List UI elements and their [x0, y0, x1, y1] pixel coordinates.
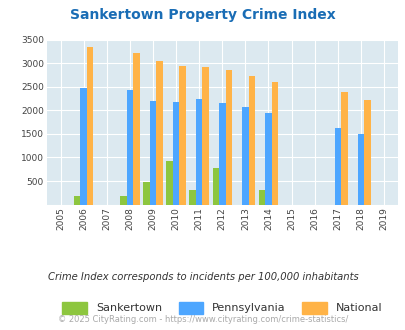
Bar — [143, 182, 149, 205]
Bar — [225, 70, 231, 205]
Bar — [74, 196, 80, 205]
Bar — [264, 113, 271, 205]
Bar — [80, 88, 87, 205]
Text: Sankertown Property Crime Index: Sankertown Property Crime Index — [70, 8, 335, 22]
Text: © 2025 CityRating.com - https://www.cityrating.com/crime-statistics/: © 2025 CityRating.com - https://www.city… — [58, 315, 347, 324]
Bar — [334, 128, 340, 205]
Bar — [179, 66, 185, 205]
Bar — [189, 190, 196, 205]
Bar — [202, 67, 208, 205]
Bar — [166, 161, 173, 205]
Text: Crime Index corresponds to incidents per 100,000 inhabitants: Crime Index corresponds to incidents per… — [47, 272, 358, 282]
Bar — [149, 101, 156, 205]
Bar — [120, 196, 126, 205]
Bar — [133, 53, 139, 205]
Bar — [258, 190, 264, 205]
Bar — [241, 107, 248, 205]
Bar — [219, 103, 225, 205]
Bar — [340, 92, 347, 205]
Bar — [248, 76, 254, 205]
Bar — [363, 100, 370, 205]
Bar — [212, 168, 219, 205]
Bar — [126, 90, 133, 205]
Bar — [156, 61, 162, 205]
Bar — [271, 82, 277, 205]
Bar — [87, 47, 93, 205]
Legend: Sankertown, Pennsylvania, National: Sankertown, Pennsylvania, National — [57, 296, 387, 319]
Bar — [357, 134, 363, 205]
Bar — [173, 102, 179, 205]
Bar — [196, 99, 202, 205]
